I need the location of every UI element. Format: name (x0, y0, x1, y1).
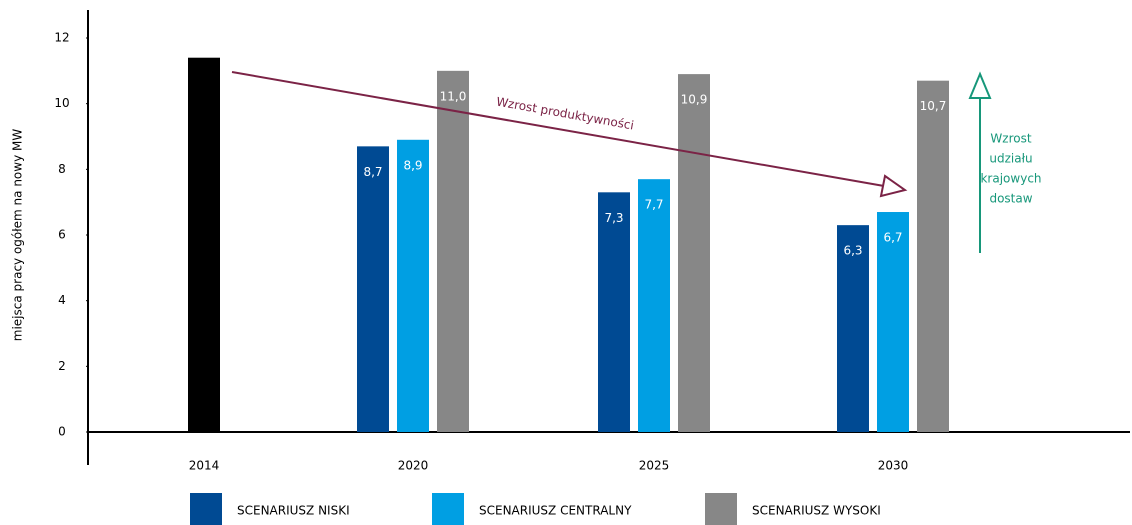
bar (437, 70, 469, 432)
bar (638, 179, 670, 432)
annotation: dostaw (989, 192, 1032, 206)
x-tick-label: 2014 (189, 459, 220, 473)
y-tick-label: 0 (58, 425, 66, 439)
legend-label: SCENARIUSZ CENTRALNY (479, 504, 632, 518)
y-tick-label: 6 (58, 228, 66, 242)
y-tick-label: 2 (58, 359, 66, 373)
bar (877, 212, 909, 432)
y-tick-label: 10 (54, 96, 69, 110)
x-tick-label: 2030 (878, 459, 909, 473)
value-label: 6,3 (843, 244, 862, 258)
legend-label: SCENARIUSZ WYSOKI (752, 504, 881, 518)
legend-swatch (432, 493, 464, 525)
bar (917, 80, 949, 432)
y-axis-label: miejsca pracy ogółem na nowy MW (11, 129, 25, 342)
x-tick-label: 2025 (639, 459, 670, 473)
bar (397, 139, 429, 433)
value-label: 11,0 (440, 89, 467, 103)
annotation: udziału (989, 152, 1032, 166)
bar (357, 146, 389, 432)
value-label: 10,9 (681, 93, 708, 107)
trend-arrow-head (879, 174, 908, 198)
bar (598, 192, 630, 432)
value-label: 6,7 (883, 231, 902, 245)
legend-swatch (705, 493, 737, 525)
bar (837, 225, 869, 432)
bar (188, 57, 220, 432)
legend-swatch (190, 493, 222, 525)
bar (678, 74, 710, 432)
value-label: 7,7 (644, 198, 663, 212)
legend-label: SCENARIUSZ NISKI (237, 504, 350, 518)
annotation: Wzrost (990, 132, 1031, 146)
value-label: 8,7 (363, 165, 382, 179)
value-label: 7,3 (604, 211, 623, 225)
x-tick-label: 2020 (398, 459, 429, 473)
trend-arrow (231, 71, 885, 187)
value-label: 10,7 (920, 99, 947, 113)
annotation: Wzrost produktywności (495, 95, 635, 133)
value-label: 8,9 (403, 158, 422, 172)
y-tick-label: 8 (58, 162, 66, 176)
y-tick-label: 12 (54, 31, 69, 45)
y-tick-label: 4 (58, 293, 66, 307)
growth-arrow-head (968, 71, 992, 99)
annotation: krajowych (980, 172, 1041, 186)
